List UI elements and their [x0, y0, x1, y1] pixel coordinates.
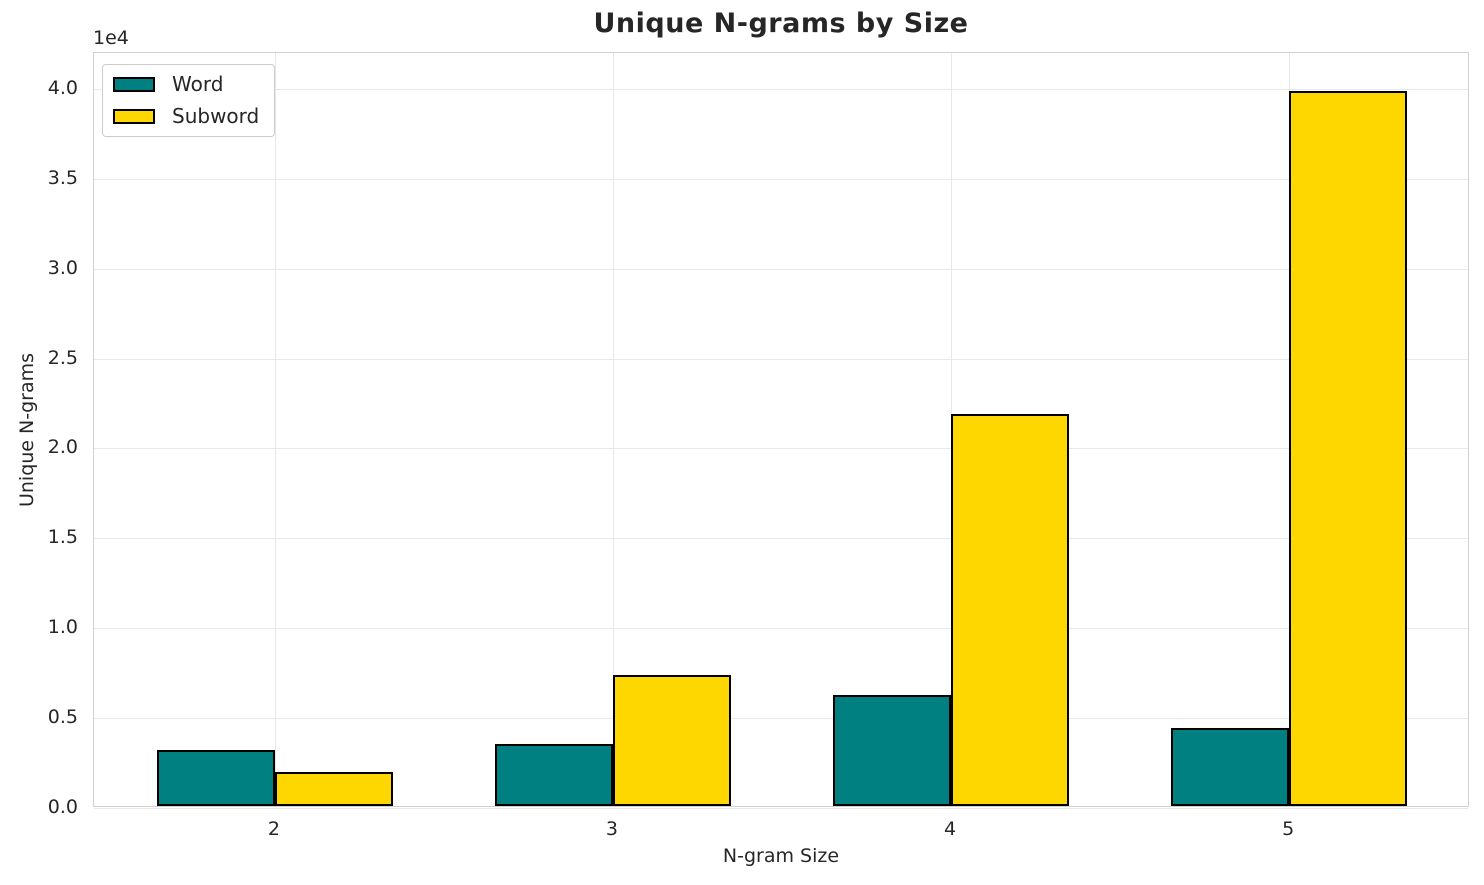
plot-area: Word Subword — [93, 52, 1469, 809]
x-tick-label: 4 — [943, 818, 957, 840]
bar-word-ngram-3 — [494, 743, 613, 806]
y-tick-label: 1.5 — [47, 526, 78, 549]
legend: Word Subword — [102, 64, 276, 137]
bar-subword-ngram-2 — [274, 771, 394, 806]
bar-subword-ngram-5 — [1289, 90, 1408, 806]
h-gridline — [94, 448, 1468, 450]
y-tick-label: 3.0 — [47, 256, 78, 279]
subword-series-swatch — [113, 108, 155, 124]
bar-word-ngram-2 — [156, 750, 275, 806]
y-tick-label: 2.0 — [47, 436, 78, 459]
y-axis-offset-text: 1e4 — [93, 27, 129, 49]
h-gridline — [94, 538, 1468, 540]
bar-word-ngram-5 — [1170, 727, 1290, 806]
bar-subword-ngram-3 — [612, 674, 732, 806]
legend-label-word: Word — [172, 72, 224, 96]
h-gridline — [94, 268, 1468, 270]
h-gridline — [94, 628, 1468, 630]
h-gridline — [94, 718, 1468, 720]
y-tick-label: 1.0 — [47, 616, 78, 639]
y-tick-label: 0.0 — [47, 796, 78, 818]
h-gridline — [94, 358, 1468, 360]
y-tick-label: 2.5 — [47, 346, 78, 369]
y-tick-label: 0.5 — [47, 706, 78, 729]
x-tick-label: 3 — [605, 818, 618, 840]
y-tick-label: 3.5 — [47, 166, 78, 189]
bar-word-ngram-4 — [832, 694, 952, 806]
chart-title: Unique N-grams by Size — [593, 8, 969, 39]
x-axis-label: N-gram Size — [722, 845, 840, 867]
word-series-swatch — [113, 76, 155, 92]
y-tick-label: 4.0 — [47, 76, 78, 99]
bar-subword-ngram-4 — [951, 414, 1070, 806]
x-tick-label: 5 — [1282, 818, 1295, 840]
legend-label-subword: Subword — [172, 104, 260, 128]
x-tick-label: 2 — [267, 818, 280, 840]
h-gridline — [94, 808, 1468, 809]
h-gridline — [94, 88, 1468, 90]
h-gridline — [94, 178, 1468, 180]
legend-item-subword: Subword — [113, 104, 259, 128]
legend-item-word: Word — [113, 72, 259, 96]
v-gridline — [274, 53, 276, 806]
v-gridline — [612, 53, 614, 806]
y-axis-label: Unique N-grams — [16, 352, 38, 508]
